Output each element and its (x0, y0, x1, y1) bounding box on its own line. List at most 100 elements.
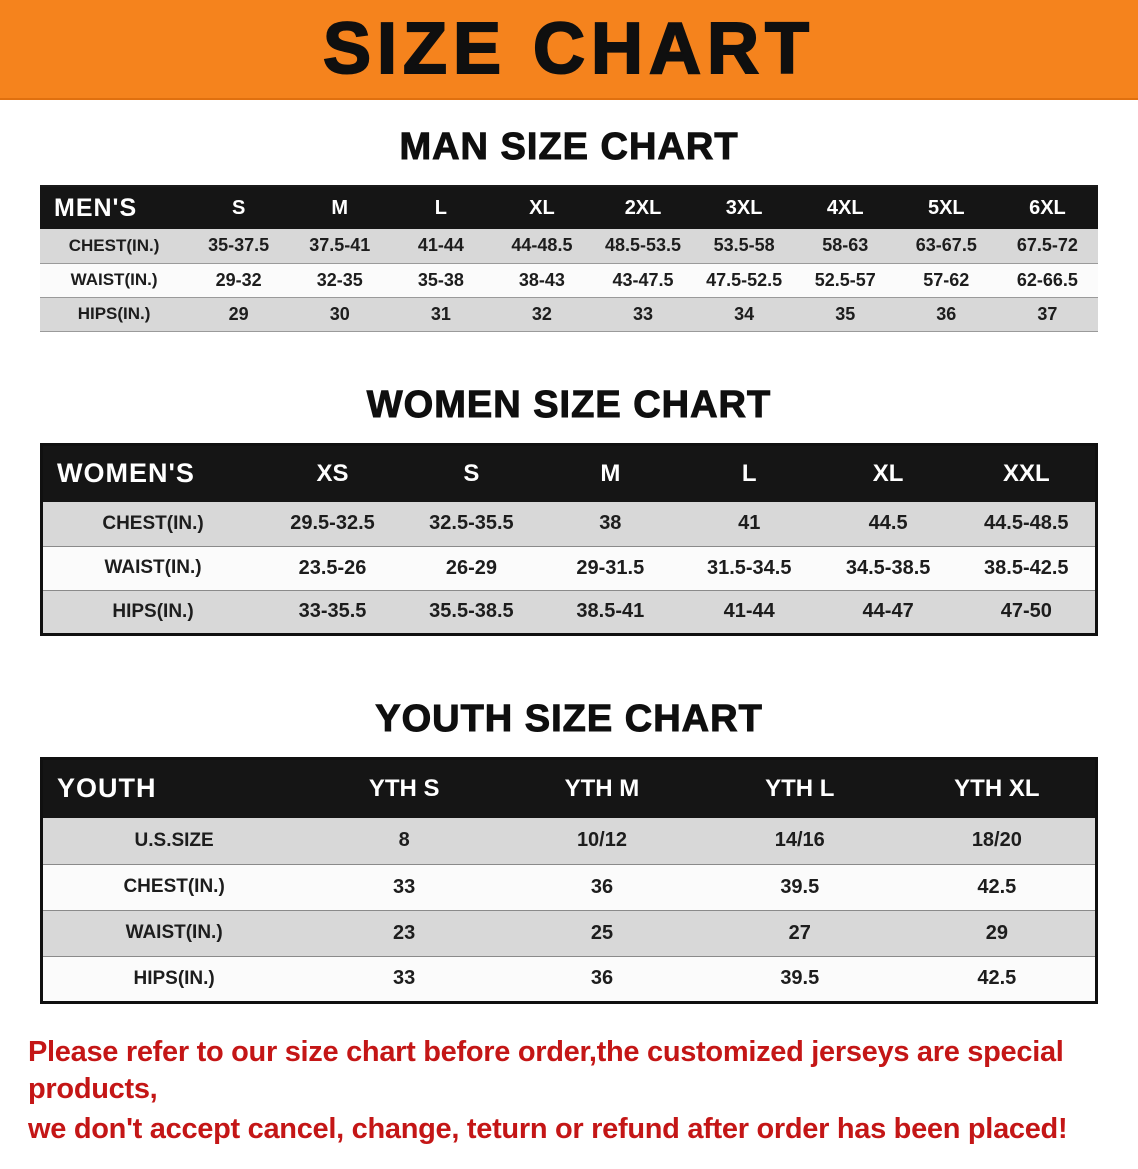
table-header-cell: 3XL (693, 186, 795, 229)
table-cell: 44-47 (818, 590, 958, 635)
table-header-cell: WOMEN'S (41, 444, 264, 502)
table-cell: 42.5 (898, 864, 1097, 911)
row-label: HIPS(IN.) (41, 956, 306, 1003)
row-label: CHEST(IN.) (41, 502, 264, 547)
table-cell: 32 (491, 297, 593, 332)
table-cell: 33 (305, 956, 504, 1003)
table-header-cell: S (401, 444, 541, 502)
row-label: WAIST(IN.) (41, 546, 264, 591)
men-size-section: MAN SIZE CHART MEN'S S M L XL 2XL 3XL 4XL 5XL 6XL… (0, 126, 1138, 332)
youth-size-section: YOUTH SIZE CHART YOUTH YTH S YTH M YTH L YTH… (0, 697, 1138, 1004)
table-cell: 36 (503, 956, 701, 1003)
table-cell: 38.5-41 (540, 590, 680, 635)
table-header-cell: 5XL (895, 186, 997, 229)
table-cell: 23 (305, 910, 504, 957)
table-cell: 36 (503, 864, 701, 911)
youth-size-table: YOUTH YTH S YTH M YTH L YTH XL U.S.SIZE 8 10/12… (40, 756, 1098, 1004)
table-cell: 34 (693, 297, 795, 332)
table-cell: 29-32 (188, 263, 290, 298)
table-cell: 34.5-38.5 (818, 546, 958, 591)
table-cell: 39.5 (700, 956, 899, 1003)
table-row: WAIST(IN.) 23.5-26 26-29 29-31.5 31.5-34.5 34… (41, 546, 1097, 591)
table-header-cell: XL (818, 444, 958, 502)
table-cell: 8 (305, 818, 504, 865)
table-cell: 41-44 (679, 590, 819, 635)
row-label: HIPS(IN.) (40, 297, 189, 332)
table-header-cell: YTH L (700, 758, 899, 818)
table-row: HIPS(IN.) 33 36 39.5 42.5 (41, 956, 1097, 1003)
table-cell: 18/20 (898, 818, 1097, 865)
row-label: WAIST(IN.) (41, 910, 306, 957)
table-header-cell: L (679, 444, 819, 502)
table-header-cell: YTH S (305, 758, 504, 818)
title-banner: SIZE CHART (0, 0, 1138, 100)
table-cell: 31 (390, 297, 492, 332)
table-cell: 35 (794, 297, 896, 332)
table-cell: 14/16 (700, 818, 899, 865)
table-header-cell: M (289, 186, 391, 229)
disclaimer-line-1: Please refer to our size chart before or… (28, 1035, 1064, 1106)
table-cell: 25 (503, 910, 701, 957)
table-row: HIPS(IN.) 33-35.5 35.5-38.5 38.5-41 41-44 44-… (41, 590, 1097, 635)
table-header-cell: YTH M (503, 758, 701, 818)
table-cell: 29 (188, 297, 290, 332)
table-header-cell: S (188, 186, 290, 229)
row-label: CHEST(IN.) (41, 864, 306, 911)
row-label: HIPS(IN.) (41, 590, 264, 635)
table-cell: 36 (895, 297, 997, 332)
women-size-section: WOMEN SIZE CHART WOMEN'S XS S M L XL XXL CHEST(… (0, 383, 1138, 636)
table-cell: 41 (679, 502, 819, 547)
table-cell: 32-35 (289, 263, 391, 298)
table-cell: 62-66.5 (996, 263, 1098, 298)
table-cell: 35-38 (390, 263, 492, 298)
row-label: WAIST(IN.) (40, 263, 189, 298)
table-header-cell: YTH XL (898, 758, 1097, 818)
table-cell: 37.5-41 (289, 229, 391, 264)
table-header-cell: XXL (957, 444, 1097, 502)
table-cell: 30 (289, 297, 391, 332)
page-title: SIZE CHART (322, 8, 815, 90)
table-header-cell: 4XL (794, 186, 896, 229)
table-cell: 47-50 (957, 590, 1097, 635)
men-section-heading: MAN SIZE CHART (399, 126, 739, 169)
womens-size-table: WOMEN'S XS S M L XL XXL CHEST(IN.) 29.5-32.5 32.5… (40, 442, 1098, 636)
table-header-cell: L (390, 186, 492, 229)
table-header-row: WOMEN'S XS S M L XL XXL (41, 444, 1097, 502)
table-cell: 41-44 (390, 229, 492, 264)
table-cell: 29.5-32.5 (263, 502, 402, 547)
table-cell: 47.5-52.5 (693, 263, 795, 298)
row-label: U.S.SIZE (41, 818, 306, 865)
table-cell: 58-63 (794, 229, 896, 264)
table-cell: 38.5-42.5 (957, 546, 1097, 591)
table-row: U.S.SIZE 8 10/12 14/16 18/20 (41, 818, 1097, 865)
table-cell: 26-29 (401, 546, 541, 591)
table-cell: 33-35.5 (263, 590, 402, 635)
youth-section-heading: YOUTH SIZE CHART (375, 697, 763, 740)
table-cell: 57-62 (895, 263, 997, 298)
table-cell: 23.5-26 (263, 546, 402, 591)
disclaimer-notice: Please refer to our size chart before or… (28, 1034, 1110, 1149)
table-header-cell: XS (263, 444, 402, 502)
men-size-table-container: MEN'S S M L XL 2XL 3XL 4XL 5XL 6XL CHEST(IN.) 35-37… (40, 185, 1098, 332)
table-cell: 38 (540, 502, 680, 547)
women-size-table-container: WOMEN'S XS S M L XL XXL CHEST(IN.) 29.5-32.5 32.5… (40, 442, 1098, 636)
women-section-heading: WOMEN SIZE CHART (366, 383, 772, 426)
table-cell: 27 (700, 910, 899, 957)
table-cell: 38-43 (491, 263, 593, 298)
table-cell: 35.5-38.5 (401, 590, 541, 635)
table-cell: 33 (592, 297, 694, 332)
table-row: HIPS(IN.) 29 30 31 32 33 34 35 36 37 (40, 297, 1098, 332)
table-row: CHEST(IN.) 29.5-32.5 32.5-35.5 38 41 44.5 44.5… (41, 502, 1097, 547)
table-header-cell: 6XL (996, 186, 1098, 229)
table-cell: 44-48.5 (491, 229, 593, 264)
table-cell: 44.5 (818, 502, 958, 547)
table-cell: 29 (898, 910, 1097, 957)
table-cell: 44.5-48.5 (957, 502, 1097, 547)
table-header-row: YOUTH YTH S YTH M YTH L YTH XL (41, 758, 1097, 818)
table-cell: 31.5-34.5 (679, 546, 819, 591)
table-row: WAIST(IN.) 29-32 32-35 35-38 38-43 43-47.5 47.… (40, 263, 1098, 298)
table-cell: 35-37.5 (188, 229, 290, 264)
table-cell: 29-31.5 (540, 546, 680, 591)
table-row: CHEST(IN.) 35-37.5 37.5-41 41-44 44-48.5 48.5… (40, 229, 1098, 264)
